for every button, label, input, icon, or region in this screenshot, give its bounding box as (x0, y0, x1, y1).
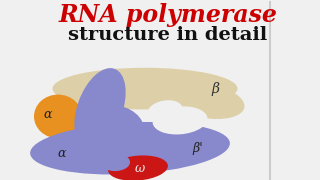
Ellipse shape (49, 133, 95, 171)
Text: ω: ω (135, 162, 145, 175)
Ellipse shape (85, 105, 145, 155)
Ellipse shape (108, 156, 168, 180)
Ellipse shape (68, 75, 123, 107)
Ellipse shape (34, 94, 82, 138)
Text: β': β' (193, 142, 203, 155)
Text: β: β (211, 82, 219, 96)
Text: α: α (44, 108, 52, 121)
Ellipse shape (30, 122, 230, 175)
Ellipse shape (165, 82, 244, 119)
Text: α: α (58, 147, 66, 160)
Text: RNA polymerase: RNA polymerase (59, 3, 277, 27)
Text: structure in detail: structure in detail (68, 26, 268, 44)
Ellipse shape (100, 153, 130, 171)
Ellipse shape (153, 106, 207, 134)
Ellipse shape (74, 68, 126, 149)
Ellipse shape (148, 100, 182, 121)
Ellipse shape (52, 68, 237, 109)
